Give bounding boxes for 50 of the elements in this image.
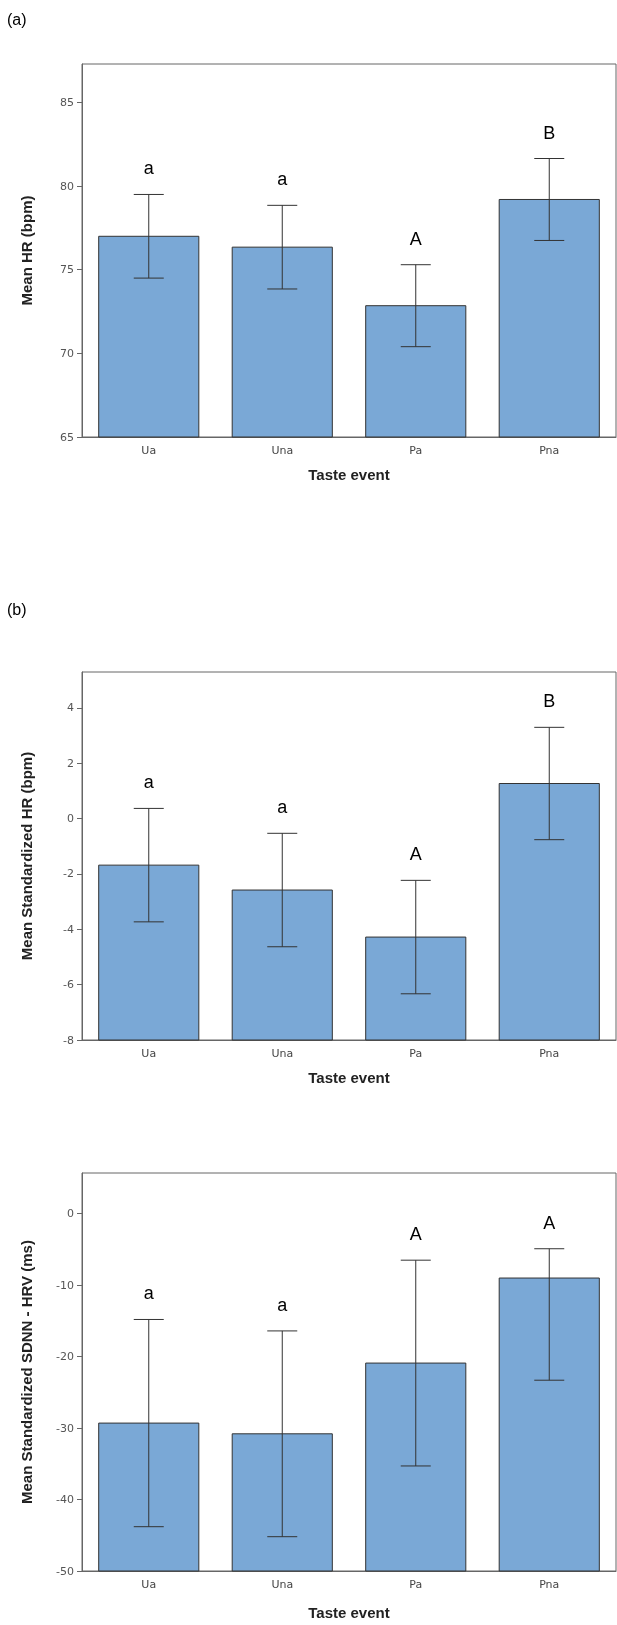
x-tick-label: Una <box>271 1047 294 1060</box>
y-tick-label: 70 <box>60 346 74 360</box>
x-axis-title: Taste event <box>308 1069 390 1086</box>
x-tick-label: Pna <box>539 444 560 457</box>
y-tick-label: -2 <box>63 867 74 881</box>
y-axis-title: Mean HR (bpm) <box>18 195 35 306</box>
x-axis-title: Taste event <box>308 466 390 483</box>
y-tick-label: 80 <box>60 179 74 193</box>
annotation: B <box>543 122 556 143</box>
x-tick-label: Ua <box>141 1047 157 1060</box>
y-tick-label: -30 <box>56 1421 74 1435</box>
annotation: a <box>143 772 155 793</box>
x-tick-label: Pa <box>409 444 423 457</box>
annotation: a <box>143 158 155 179</box>
y-tick-label: 85 <box>60 95 74 109</box>
y-tick-label: 0 <box>67 812 74 826</box>
y-tick-label: -20 <box>56 1350 74 1364</box>
annotation: A <box>409 228 422 249</box>
x-tick-label: Una <box>271 444 294 457</box>
annotation: A <box>409 1224 422 1245</box>
annotation: A <box>409 844 422 865</box>
x-axis-title: Taste event <box>308 1604 390 1621</box>
x-tick-label: Pna <box>539 1578 560 1591</box>
x-tick-label: Pna <box>539 1047 560 1060</box>
annotation: a <box>143 1283 155 1304</box>
y-tick-label: -10 <box>56 1278 74 1292</box>
y-axis-title: Mean Standardized HR (bpm) <box>18 751 35 961</box>
annotation: a <box>277 797 289 818</box>
y-tick-label: 65 <box>60 430 74 444</box>
y-tick-label: -8 <box>63 1033 74 1047</box>
x-tick-label: Pa <box>409 1047 423 1060</box>
y-tick-label: -4 <box>63 922 74 936</box>
y-tick-label: 2 <box>67 756 74 770</box>
x-tick-label: Pa <box>409 1578 423 1591</box>
x-tick-label: Una <box>271 1578 294 1591</box>
y-tick-label: 0 <box>67 1207 74 1221</box>
x-tick-label: Ua <box>141 1578 157 1591</box>
chart-title: (a) <box>7 10 27 28</box>
annotation: B <box>543 691 556 712</box>
y-tick-label: -6 <box>63 978 74 992</box>
annotation: a <box>277 1294 289 1315</box>
y-tick-label: -50 <box>56 1564 74 1578</box>
annotation: a <box>277 169 289 190</box>
x-tick-label: Ua <box>141 444 157 457</box>
y-tick-label: 4 <box>67 701 74 715</box>
y-axis-title: Mean Standardized SDNN - HRV (ms) <box>18 1240 35 1504</box>
chart-title: (b) <box>7 600 27 618</box>
y-tick-label: -40 <box>56 1493 74 1507</box>
y-tick-label: 75 <box>60 263 74 277</box>
annotation: A <box>543 1212 556 1233</box>
